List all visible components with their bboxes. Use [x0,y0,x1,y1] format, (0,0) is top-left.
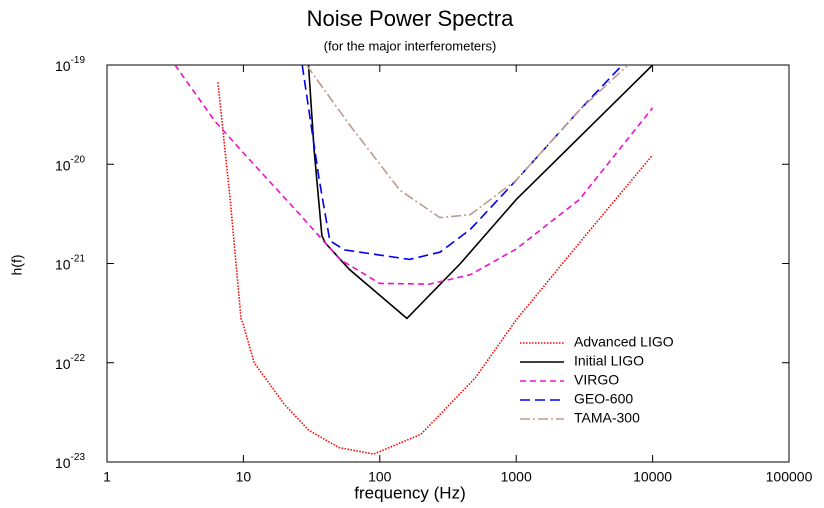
y-tick-base: 10 [55,455,71,471]
legend-label: Advanced LIGO [574,334,674,350]
chart-subtitle: (for the major interferometers) [324,38,497,53]
legend-label: GEO-600 [574,391,633,407]
y-tick-label: 10-20 [55,154,85,173]
y-tick-label: 10-21 [55,253,85,272]
legend-label: Initial LIGO [574,353,644,369]
y-tick-base: 10 [55,355,71,371]
y-tick-base: 10 [55,58,71,74]
plot-lines [174,65,654,455]
y-tick-exponent: -20 [71,154,86,165]
x-tick-label: 10 [236,469,252,485]
y-tick-exponent: -23 [71,452,86,463]
series-line [305,65,629,219]
y-axis-label: h(f) [9,255,25,276]
x-tick-label: 100000 [766,469,813,485]
x-tick-label: 10000 [633,469,672,485]
y-tick-label: 10-22 [55,352,85,371]
chart-title: Noise Power Spectra [307,6,514,31]
y-tick-base: 10 [55,256,71,272]
y-tick-exponent: -19 [71,55,86,66]
x-tick-label: 1 [103,469,111,485]
legend-label: VIRGO [574,372,619,388]
legend-label: TAMA-300 [574,410,640,426]
series-line [307,65,654,320]
x-axis-label: frequency (Hz) [354,483,465,502]
series-line [174,65,654,285]
series-line [217,82,654,455]
series-line [301,65,623,261]
y-tick-exponent: -21 [71,253,86,264]
y-tick-label: 10-23 [55,452,85,471]
y-tick-base: 10 [55,157,71,173]
y-tick-exponent: -22 [71,352,86,363]
plot-frame [106,64,790,463]
x-tick-label: 100 [368,469,392,485]
x-tick-label: 1000 [501,469,532,485]
y-tick-label: 10-19 [55,55,85,74]
